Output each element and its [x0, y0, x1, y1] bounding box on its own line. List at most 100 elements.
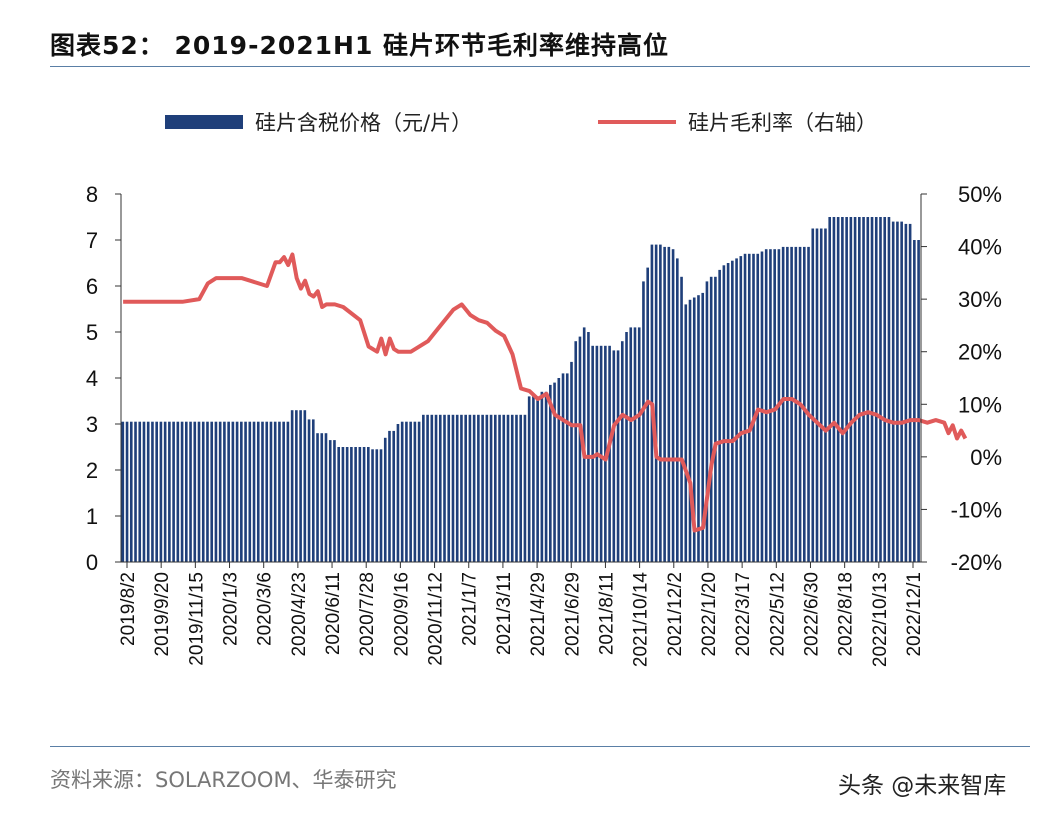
- x-tick-label: 2020/3/6: [255, 572, 276, 646]
- price-bar: [527, 396, 531, 562]
- price-bar: [887, 217, 891, 562]
- price-bar: [464, 414, 467, 562]
- price-bar: [587, 332, 590, 562]
- price-bar: [252, 421, 256, 562]
- legend: 硅片含税价格（元/片） 硅片毛利率（右轴）: [165, 111, 877, 135]
- left-tick-label: 0: [86, 550, 98, 575]
- price-bar: [654, 244, 658, 562]
- price-bar: [858, 217, 861, 562]
- price-bar: [328, 440, 332, 562]
- price-bar: [350, 447, 353, 562]
- price-bar: [383, 437, 387, 562]
- x-tick-label: 2019/8/2: [118, 572, 139, 646]
- price-bar: [261, 421, 264, 562]
- footer-divider: [50, 746, 1030, 747]
- price-bar: [172, 421, 175, 562]
- price-bar: [523, 414, 527, 562]
- price-bar: [256, 421, 260, 562]
- price-bar: [849, 217, 853, 562]
- x-tick-label: 2022/8/18: [836, 572, 857, 657]
- price-bar: [599, 345, 603, 562]
- price-bar: [519, 414, 523, 562]
- price-bar: [295, 410, 298, 562]
- price-bar: [739, 256, 743, 562]
- price-bar: [874, 217, 878, 562]
- price-bar: [773, 249, 776, 562]
- price-bar: [379, 449, 383, 562]
- price-bar: [515, 414, 518, 562]
- price-bar: [451, 414, 455, 562]
- price-bar: [760, 251, 764, 562]
- price-bar: [561, 373, 565, 562]
- price-bar: [570, 361, 573, 562]
- price-bar: [769, 249, 772, 562]
- price-bar: [786, 246, 789, 562]
- price-bar: [752, 253, 755, 563]
- price-bar: [223, 421, 226, 562]
- title-divider: [50, 66, 1030, 67]
- price-bar: [502, 414, 506, 562]
- x-tick-label: 2019/11/15: [186, 572, 207, 666]
- price-bar: [506, 414, 510, 562]
- price-bar: [138, 421, 142, 562]
- price-bar: [498, 414, 501, 562]
- price-bar: [908, 223, 912, 562]
- price-bar: [819, 228, 823, 562]
- price-bar: [134, 421, 137, 562]
- price-bar: [832, 217, 836, 562]
- price-bar: [705, 281, 709, 562]
- price-bar: [142, 421, 146, 562]
- price-bar: [620, 341, 624, 562]
- price-bar: [303, 410, 307, 562]
- price-bar: [557, 378, 561, 562]
- price-bar: [900, 221, 903, 562]
- price-bar: [574, 341, 578, 562]
- legend-line-label: 硅片毛利率（右轴）: [688, 111, 877, 135]
- right-tick-label: 50%: [958, 182, 1002, 207]
- price-bar: [481, 414, 484, 562]
- price-bar: [591, 345, 594, 562]
- price-bar: [455, 414, 459, 562]
- right-tick-label: -10%: [951, 497, 1002, 522]
- price-bar: [735, 258, 738, 562]
- price-bar: [870, 217, 874, 562]
- x-tick-label: 2022/1/20: [699, 572, 720, 657]
- price-bar: [405, 421, 408, 562]
- legend-bar-label: 硅片含税价格（元/片）: [255, 111, 472, 135]
- price-bar: [489, 414, 493, 562]
- price-bar: [193, 421, 197, 562]
- price-bar: [646, 267, 649, 562]
- price-bar: [151, 421, 154, 562]
- right-tick-label: 0%: [970, 445, 1002, 470]
- price-bar: [409, 421, 412, 562]
- left-tick-label: 8: [86, 182, 98, 207]
- price-bar: [422, 414, 425, 562]
- price-bar: [845, 217, 848, 562]
- price-bar: [612, 350, 616, 562]
- price-bar: [790, 246, 793, 562]
- price-bar: [244, 421, 247, 562]
- x-tick-label: 2022/10/13: [870, 572, 891, 667]
- price-bar: [828, 217, 832, 562]
- price-bar: [278, 421, 281, 562]
- x-tick-label: 2020/9/16: [391, 572, 412, 657]
- price-bar: [311, 419, 315, 562]
- price-bar: [578, 336, 582, 562]
- price-bar: [811, 228, 815, 562]
- price-bar: [709, 276, 713, 562]
- price-bar: [629, 327, 633, 562]
- price-bar: [206, 421, 209, 562]
- price-bar: [176, 421, 180, 562]
- price-bar: [883, 217, 887, 562]
- price-bar: [540, 391, 544, 562]
- margin-line: [123, 252, 968, 533]
- price-bar: [676, 258, 679, 562]
- price-bar: [438, 414, 442, 562]
- watermark: 头条 @未来智库: [838, 773, 1007, 799]
- price-bar: [235, 421, 239, 562]
- price-bar: [815, 228, 819, 562]
- price-bar: [913, 240, 916, 562]
- price-bar: [472, 414, 476, 562]
- right-tick-label: 40%: [958, 235, 1002, 260]
- source-note: 资料来源：SOLARZOOM、华泰研究: [50, 768, 397, 792]
